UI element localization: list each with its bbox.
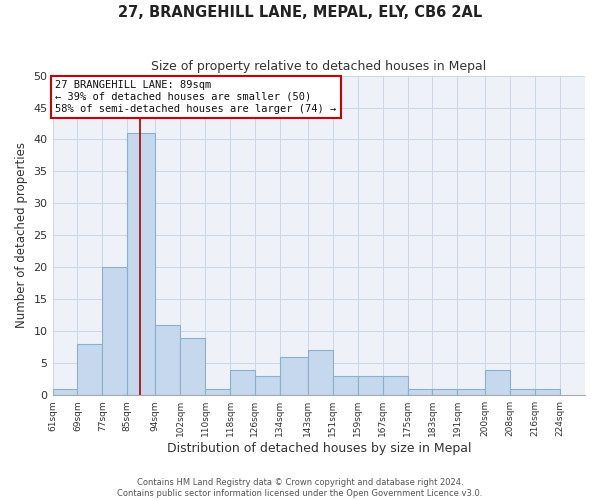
Bar bbox=[255, 376, 280, 395]
Bar bbox=[510, 389, 535, 395]
Text: 27 BRANGEHILL LANE: 89sqm
← 39% of detached houses are smaller (50)
58% of semi-: 27 BRANGEHILL LANE: 89sqm ← 39% of detac… bbox=[55, 80, 337, 114]
Title: Size of property relative to detached houses in Mepal: Size of property relative to detached ho… bbox=[151, 60, 487, 73]
X-axis label: Distribution of detached houses by size in Mepal: Distribution of detached houses by size … bbox=[167, 442, 471, 455]
Bar bbox=[280, 357, 308, 395]
Bar bbox=[358, 376, 383, 395]
Bar bbox=[230, 370, 255, 395]
Bar bbox=[407, 389, 433, 395]
Bar bbox=[180, 338, 205, 395]
Bar bbox=[308, 350, 333, 395]
Bar bbox=[155, 325, 180, 395]
Bar bbox=[485, 370, 510, 395]
Bar bbox=[383, 376, 407, 395]
Bar bbox=[77, 344, 103, 395]
Bar bbox=[127, 133, 155, 395]
Bar bbox=[457, 389, 485, 395]
Bar bbox=[53, 389, 77, 395]
Bar bbox=[333, 376, 358, 395]
Bar bbox=[205, 389, 230, 395]
Y-axis label: Number of detached properties: Number of detached properties bbox=[15, 142, 28, 328]
Text: 27, BRANGEHILL LANE, MEPAL, ELY, CB6 2AL: 27, BRANGEHILL LANE, MEPAL, ELY, CB6 2AL bbox=[118, 5, 482, 20]
Text: Contains HM Land Registry data © Crown copyright and database right 2024.
Contai: Contains HM Land Registry data © Crown c… bbox=[118, 478, 482, 498]
Bar bbox=[433, 389, 457, 395]
Bar bbox=[535, 389, 560, 395]
Bar bbox=[103, 268, 127, 395]
